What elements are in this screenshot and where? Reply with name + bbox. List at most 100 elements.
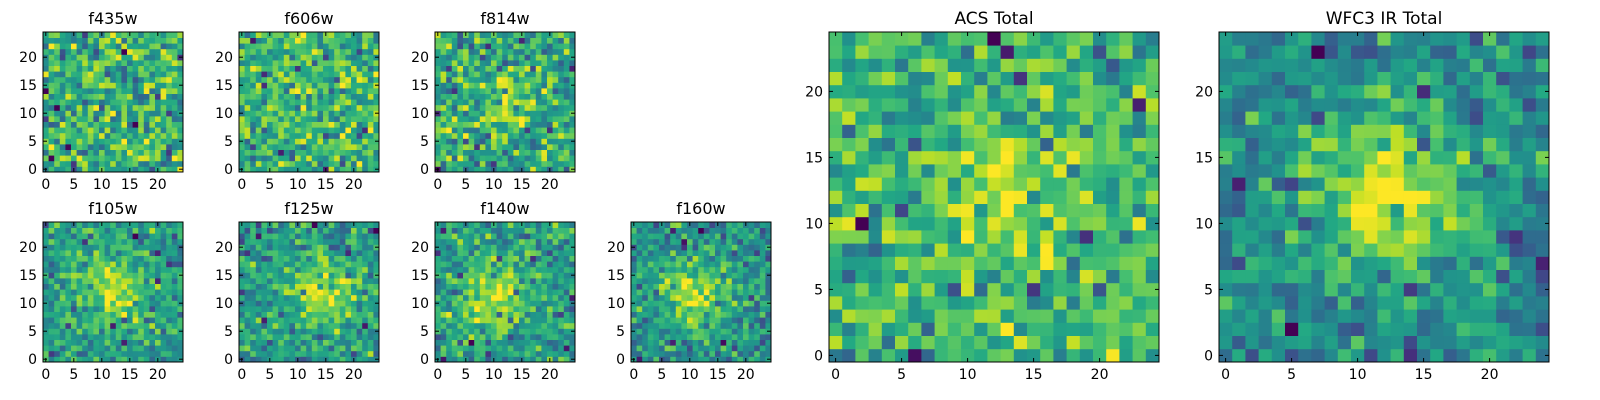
y-tick-label: 15 xyxy=(215,268,233,284)
heatmap-cell xyxy=(457,306,464,312)
heatmap-cell xyxy=(351,104,357,111)
heatmap-cell xyxy=(659,289,665,296)
heatmap-cell xyxy=(547,76,553,83)
heatmap-cell xyxy=(239,71,245,78)
heatmap-cell xyxy=(485,65,492,72)
heatmap-cell xyxy=(367,339,374,346)
heatmap-cell xyxy=(868,243,883,257)
heatmap-cell xyxy=(947,164,962,178)
heatmap-cell xyxy=(43,104,49,111)
x-tick-label: 5 xyxy=(265,177,274,193)
heatmap-cell xyxy=(362,317,369,324)
heatmap-cell xyxy=(104,244,111,251)
heatmap-cell xyxy=(283,132,290,139)
heatmap-cell xyxy=(474,238,481,245)
heatmap-cell xyxy=(160,99,167,106)
heatmap-cell xyxy=(362,60,369,66)
x-tick-label: 5 xyxy=(657,367,666,383)
heatmap-cell xyxy=(345,60,352,66)
heatmap-cell xyxy=(59,132,66,139)
heatmap-cell xyxy=(451,356,458,363)
heatmap-cell xyxy=(261,272,268,279)
heatmap-cell xyxy=(451,227,458,234)
heatmap-cell xyxy=(1040,269,1054,284)
heatmap-cell xyxy=(138,149,145,156)
heatmap-cell xyxy=(121,99,128,106)
heatmap-cell xyxy=(530,48,537,55)
heatmap-cell xyxy=(519,82,525,89)
heatmap-cell xyxy=(283,350,290,357)
heatmap-cell xyxy=(709,306,716,312)
heatmap-cell xyxy=(563,233,570,240)
heatmap-cell xyxy=(295,339,301,346)
heatmap-cell xyxy=(647,238,654,245)
heatmap-cell xyxy=(367,356,374,363)
y-tick-label: 0 xyxy=(616,352,625,368)
heatmap-cell xyxy=(659,306,665,312)
heatmap-cell xyxy=(895,190,909,204)
heatmap-cell xyxy=(138,121,145,128)
heatmap-cell xyxy=(474,244,481,251)
heatmap-cell xyxy=(895,296,909,310)
heatmap-cell xyxy=(339,300,346,307)
heatmap-cell xyxy=(1066,335,1081,350)
heatmap-cell xyxy=(143,328,150,335)
heatmap-cell xyxy=(474,76,481,83)
heatmap-cell xyxy=(491,334,497,340)
heatmap-cell xyxy=(306,76,313,83)
heatmap-cell xyxy=(681,328,688,335)
heatmap-cell xyxy=(759,244,766,251)
heatmap-cell xyxy=(356,233,363,240)
heatmap-cell xyxy=(726,300,733,307)
heatmap-cell xyxy=(496,322,503,329)
heatmap-cell xyxy=(59,65,66,72)
heatmap-cell xyxy=(345,121,352,128)
heatmap-cell xyxy=(54,289,61,296)
heatmap-cell xyxy=(961,296,975,310)
heatmap-cell xyxy=(709,227,716,234)
heatmap-cell xyxy=(709,311,716,318)
heatmap-cell xyxy=(127,350,133,357)
heatmap-cell xyxy=(513,356,520,363)
heatmap-cell xyxy=(110,138,117,145)
heatmap-cell xyxy=(524,82,531,89)
heatmap-cell xyxy=(166,227,173,234)
heatmap-cell xyxy=(535,99,542,106)
heatmap-cell xyxy=(272,266,279,273)
heatmap-cell xyxy=(687,266,693,273)
heatmap-cell xyxy=(300,255,307,262)
heatmap-cell xyxy=(855,164,869,178)
heatmap-cell xyxy=(670,300,677,307)
heatmap-cell xyxy=(373,250,380,256)
heatmap-cell xyxy=(127,322,133,329)
heatmap-cell xyxy=(703,328,710,335)
heatmap-cell xyxy=(547,238,553,245)
heatmap-cell xyxy=(289,71,296,78)
heatmap-cell xyxy=(250,294,257,301)
heatmap-cell xyxy=(143,356,150,363)
heatmap-cell xyxy=(317,356,324,363)
heatmap-cell xyxy=(881,322,896,336)
heatmap-cell xyxy=(59,32,66,38)
heatmap-cell xyxy=(513,160,520,167)
heatmap-cell xyxy=(261,328,268,335)
heatmap-cell xyxy=(367,345,374,352)
heatmap-cell xyxy=(278,127,285,134)
heatmap-cell xyxy=(759,238,766,245)
heatmap-cell xyxy=(974,243,988,257)
heatmap-cell xyxy=(132,60,139,66)
heatmap-cell xyxy=(726,311,733,318)
heatmap-cell xyxy=(731,350,738,357)
heatmap-cell xyxy=(507,144,514,150)
heatmap-cell xyxy=(479,350,486,357)
heatmap-cell xyxy=(502,238,509,245)
heatmap-cell xyxy=(239,266,245,273)
heatmap-cell xyxy=(659,266,665,273)
heatmap-cell xyxy=(289,82,296,89)
heatmap-cell xyxy=(127,43,133,50)
heatmap-cell xyxy=(754,322,761,329)
heatmap-cell xyxy=(435,238,441,245)
heatmap-cell xyxy=(104,311,111,318)
heatmap-cell xyxy=(328,322,335,329)
heatmap-cell xyxy=(1093,348,1107,363)
